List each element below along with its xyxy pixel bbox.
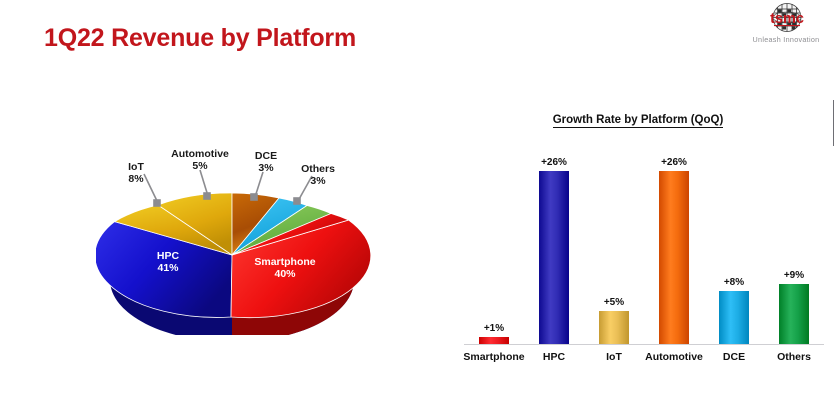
bar-value-label-hpc: +26%: [541, 157, 567, 169]
logo-tagline: Unleash Innovation: [752, 35, 820, 44]
pie-label-hpc-name: HPC: [156, 250, 180, 262]
bar-column-automotive[interactable]: +26%: [659, 157, 689, 344]
bar-others[interactable]: [779, 284, 809, 344]
pie-label-hpc: HPC 41%: [139, 250, 197, 275]
pie-slice-smartphone-top[interactable]: [231, 213, 350, 256]
bar-column-iot[interactable]: +5%: [599, 297, 629, 344]
revenue-pie-chart: IoT 8% Automotive 5% DCE 3% Others 3% HP…: [96, 140, 386, 335]
bar-value-label-smartphone: +1%: [483, 323, 505, 335]
pie-label-dce-name: DCE: [254, 150, 278, 162]
bar-category-smartphone: Smartphone: [463, 351, 525, 363]
bar-dce[interactable]: [719, 290, 749, 344]
pie-label-hpc-value: 41%: [157, 261, 179, 274]
bar-chart-title: Growth Rate by Platform (QoQ): [440, 114, 836, 128]
bar-category-iot: IoT: [606, 351, 622, 363]
bar-value-label-automotive: +26%: [661, 157, 687, 169]
bar-automotive[interactable]: [659, 171, 689, 344]
pie-label-iot-value: 8%: [128, 172, 144, 185]
pie-leader-lines: [143, 169, 313, 207]
pie-label-automotive-value: 5%: [192, 159, 208, 172]
page-title: 1Q22 Revenue by Platform: [44, 24, 356, 52]
pie-label-iot: IoT 8%: [114, 161, 158, 186]
pie-svg: [96, 169, 372, 335]
pie-slice-smartphone[interactable]: [230, 219, 372, 319]
pie-label-smartphone: Smartphone 40%: [246, 256, 324, 281]
bar-hpc[interactable]: [539, 171, 569, 344]
bar-smartphone[interactable]: [479, 337, 509, 344]
bar-baseline-axis: [464, 344, 824, 345]
bar-category-others: Others: [777, 351, 811, 363]
bar-column-others[interactable]: +9%: [779, 270, 809, 344]
bar-column-smartphone[interactable]: +1%: [479, 323, 509, 344]
right-edge-divider: [833, 100, 834, 146]
pie-label-iot-name: IoT: [128, 161, 144, 173]
tsmc-logo: tsmc Unleash Innovation: [738, 2, 834, 48]
pie-label-others-value: 3%: [310, 174, 326, 187]
bar-column-hpc[interactable]: +26%: [539, 157, 569, 344]
tsmc-globe-icon: tsmc: [770, 3, 804, 32]
bar-category-automotive: Automotive: [645, 351, 703, 363]
bar-chart-title-text: Growth Rate by Platform (QoQ): [552, 114, 724, 128]
bar-value-label-iot: +5%: [603, 296, 625, 308]
bar-value-label-dce: +8%: [723, 276, 745, 288]
bar-category-dce: DCE: [722, 351, 746, 363]
pie-label-automotive-name: Automotive: [171, 148, 229, 160]
tsmc-wordmark: tsmc: [770, 11, 804, 27]
pie-label-others-name: Others: [301, 163, 335, 175]
pie-label-smartphone-value: 40%: [274, 267, 296, 280]
bar-iot[interactable]: [599, 310, 629, 344]
bar-value-label-others: +9%: [783, 270, 805, 282]
pie-label-dce: DCE 3%: [244, 150, 288, 175]
pie-label-smartphone-name: Smartphone: [254, 256, 316, 268]
growth-rate-bar-chart: Growth Rate by Platform (QoQ) +1% +26% +5%…: [440, 104, 836, 374]
pie-label-automotive: Automotive 5%: [158, 148, 242, 173]
pie-label-others: Others 3%: [292, 163, 344, 188]
pie-label-dce-value: 3%: [258, 161, 274, 174]
bar-category-hpc: HPC: [542, 351, 566, 363]
bar-column-dce[interactable]: +8%: [719, 277, 749, 344]
pie-3d-base: [110, 255, 354, 335]
